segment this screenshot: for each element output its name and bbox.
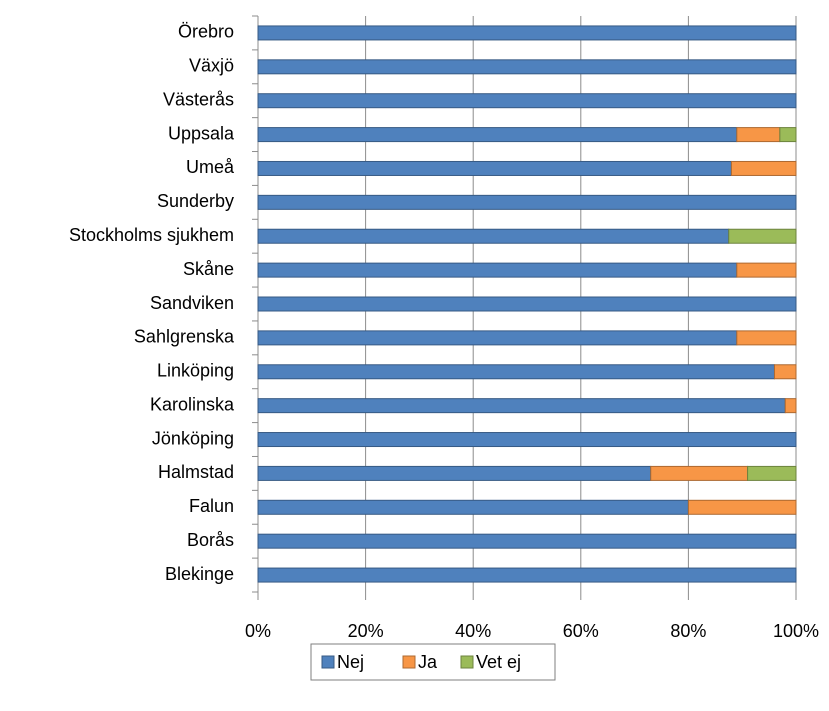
y-tick-label: Sunderby	[157, 191, 234, 211]
x-tick-label: 80%	[670, 621, 706, 641]
bar-segment	[257, 59, 797, 75]
bar-segment	[736, 330, 797, 346]
x-tick-label: 0%	[245, 621, 271, 641]
bar-segment	[257, 296, 797, 312]
y-tick-label: Stockholms sjukhem	[69, 225, 234, 245]
bar-segment	[257, 262, 738, 278]
y-tick-label: Blekinge	[165, 564, 234, 584]
bar-segment	[257, 567, 797, 583]
x-tick-label: 40%	[455, 621, 491, 641]
bar-segment	[257, 398, 786, 414]
bar-segment	[257, 432, 797, 448]
bar-segment	[257, 330, 738, 346]
bar-segment	[730, 160, 797, 176]
y-tick-label: Halmstad	[158, 462, 234, 482]
y-tick-label: Sahlgrenska	[134, 327, 235, 347]
y-tick-label: Uppsala	[168, 123, 235, 143]
bar-segment	[736, 127, 781, 143]
legend-swatch	[460, 655, 474, 669]
bar-segment	[257, 194, 797, 210]
legend-label: Nej	[337, 652, 364, 672]
y-tick-label: Karolinska	[150, 394, 235, 414]
bar-segment	[784, 398, 797, 414]
y-tick-label: Falun	[189, 496, 234, 516]
legend-label: Ja	[418, 652, 438, 672]
y-tick-label: Linköping	[157, 361, 234, 381]
x-tick-label: 60%	[563, 621, 599, 641]
bar-segment	[257, 364, 775, 380]
bar-segment	[257, 228, 730, 244]
bar-segment	[257, 127, 738, 143]
bar-segment	[257, 160, 732, 176]
legend-swatch	[402, 655, 416, 669]
bar-segment	[257, 25, 797, 41]
bar-segment	[257, 533, 797, 549]
y-tick-label: Sandviken	[150, 293, 234, 313]
y-tick-label: Växjö	[189, 56, 234, 76]
bar-segment	[257, 499, 689, 515]
y-tick-label: Borås	[187, 530, 234, 550]
y-tick-label: Jönköping	[152, 428, 234, 448]
legend-box	[310, 643, 556, 681]
x-tick-label: 100%	[773, 621, 819, 641]
x-tick-label: 20%	[348, 621, 384, 641]
bar-segment	[257, 465, 652, 481]
bar-segment	[687, 499, 797, 515]
legend-swatch	[321, 655, 335, 669]
bar-segment	[779, 127, 797, 143]
bar-segment	[736, 262, 797, 278]
bar-segment	[650, 465, 749, 481]
y-tick-label: Västerås	[163, 89, 234, 109]
bar-segment	[747, 465, 797, 481]
y-tick-label: Skåne	[183, 259, 234, 279]
bar-segment	[257, 93, 797, 109]
y-tick-label: Umeå	[186, 157, 235, 177]
bar-segment	[773, 364, 797, 380]
y-tick-label: Örebro	[178, 22, 234, 42]
bar-segment	[728, 228, 797, 244]
legend-label: Vet ej	[476, 652, 521, 672]
